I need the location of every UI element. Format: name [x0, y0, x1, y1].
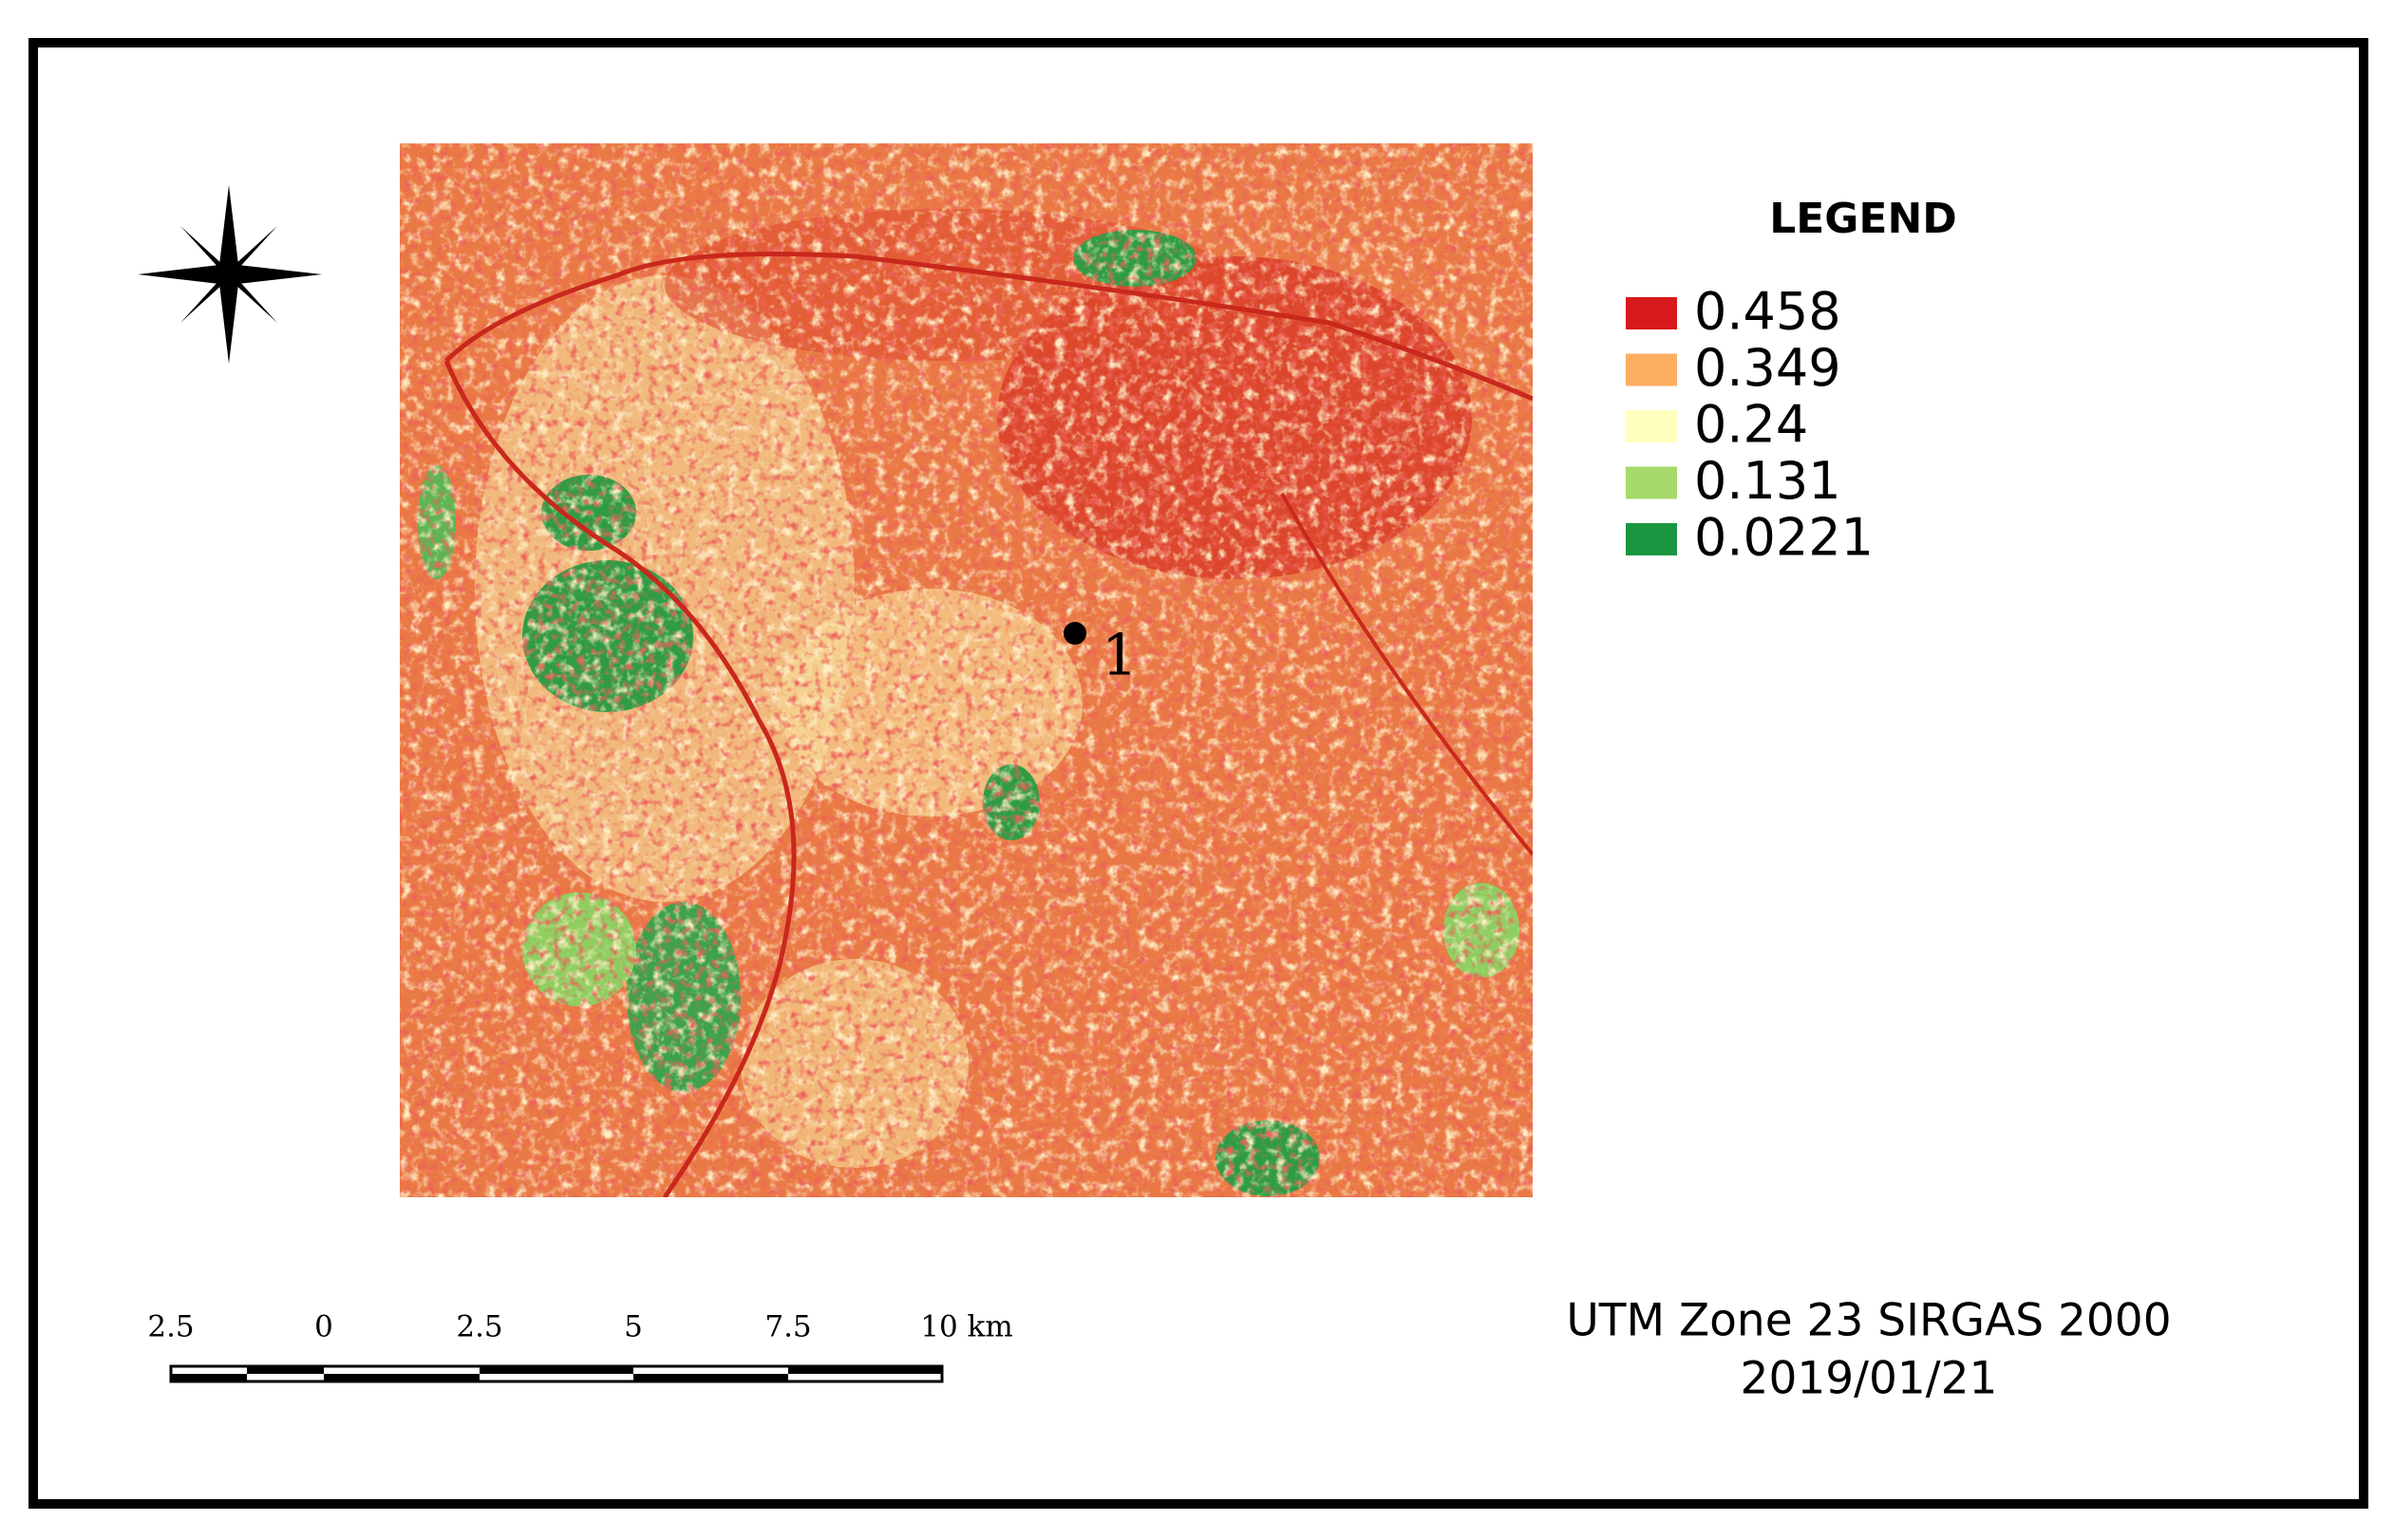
date: 2019/01/21 [1741, 1353, 1998, 1405]
legend-title: LEGEND [1769, 195, 1957, 243]
point-label: 1 [1102, 623, 1138, 689]
scale-label: 0 [314, 1310, 333, 1344]
scale-bar: 2.5 0 2.5 5 7.5 10 km [147, 1310, 1013, 1383]
scale-label: 2.5 [456, 1310, 502, 1344]
page-border [28, 38, 2368, 1509]
legend-swatch [1626, 410, 1677, 442]
legend-label: 0.0221 [1694, 508, 1874, 568]
point-marker [1064, 622, 1086, 645]
legend-swatch [1626, 353, 1677, 386]
legend-label: 0.24 [1694, 395, 1808, 455]
legend-label: 0.131 [1694, 451, 1841, 511]
scale-label: 5 [624, 1310, 643, 1344]
legend-swatch [1626, 297, 1677, 329]
legend-swatch [1626, 523, 1677, 555]
scale-label: 7.5 [764, 1310, 811, 1344]
scale-label: 10 km [920, 1310, 1012, 1344]
north-arrow [138, 185, 322, 364]
legend-swatch [1626, 466, 1677, 499]
legend-label: 0.349 [1694, 338, 1841, 398]
projection: UTM Zone 23 SIRGAS 2000 [1566, 1295, 2171, 1347]
legend-label: 0.458 [1694, 282, 1841, 342]
scale-label: 2.5 [147, 1310, 194, 1344]
raster-map [400, 143, 1533, 1197]
